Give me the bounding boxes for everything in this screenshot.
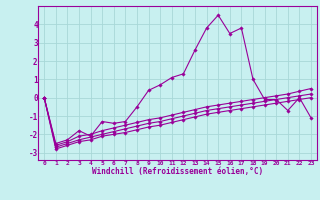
X-axis label: Windchill (Refroidissement éolien,°C): Windchill (Refroidissement éolien,°C) <box>92 167 263 176</box>
